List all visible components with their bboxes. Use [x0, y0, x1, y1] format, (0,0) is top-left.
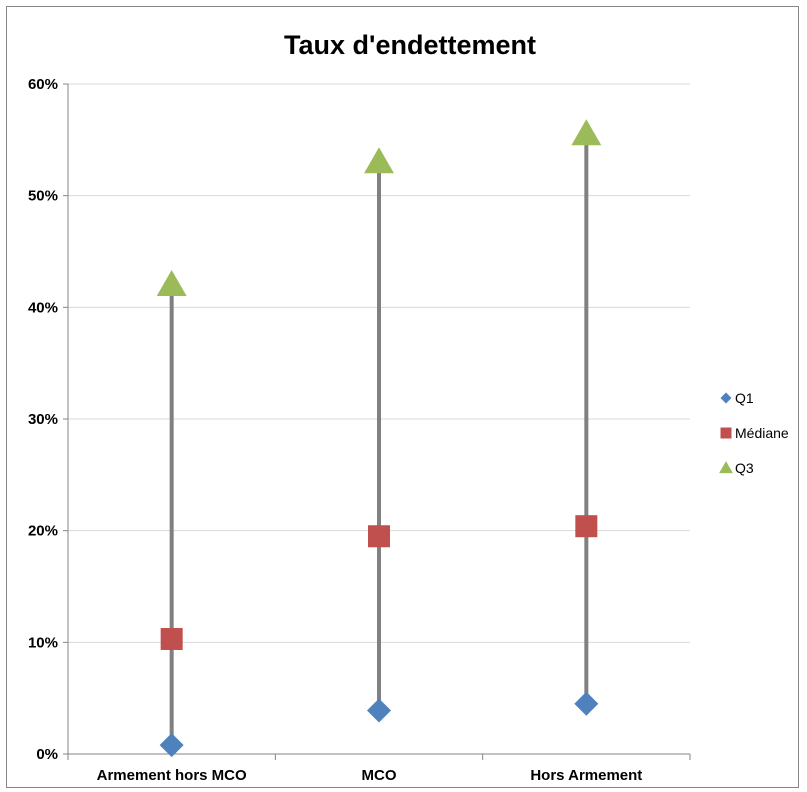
y-tick-label: 50%: [28, 188, 58, 205]
data-point-q3: [571, 119, 602, 146]
data-point-médiane: [160, 627, 183, 650]
range-lines: [169, 134, 589, 746]
y-tick-labels: 0% 10% 20% 30% 40% 50% 60%: [28, 76, 58, 763]
legend-label: Q1: [735, 390, 754, 406]
data-point-q1: [159, 733, 184, 758]
chart-frame: [6, 6, 799, 788]
legend: Q1 Médiane Q3: [719, 390, 789, 476]
chart-title: Taux d'endettement: [284, 30, 536, 60]
legend-marker: [720, 392, 732, 404]
legend-marker: [720, 427, 732, 439]
x-tick-label: MCO: [362, 767, 397, 784]
y-tick-label: 0%: [36, 746, 58, 763]
x-tick-label: Hors Armement: [530, 767, 642, 784]
data-point-médiane: [368, 525, 390, 548]
y-tick-label: 40%: [28, 299, 58, 316]
data-markers: [156, 119, 602, 758]
data-point-q3: [364, 147, 394, 174]
y-tick-label: 20%: [28, 523, 58, 540]
data-point-q3: [156, 270, 187, 297]
y-tick-label: 30%: [28, 411, 58, 428]
data-point-médiane: [575, 515, 598, 538]
axes: [63, 83, 691, 760]
x-tick-label: Armement hors MCO: [97, 767, 247, 784]
legend-marker: [719, 461, 733, 474]
data-point-q1: [367, 698, 391, 723]
y-tick-label: 60%: [28, 76, 58, 93]
x-tick-labels: Armement hors MCO MCO Hors Armement: [97, 767, 643, 784]
legend-label: Q3: [735, 460, 754, 476]
legend-label: Médiane: [735, 425, 789, 441]
y-tick-label: 10%: [28, 634, 58, 651]
data-point-q1: [574, 691, 599, 716]
